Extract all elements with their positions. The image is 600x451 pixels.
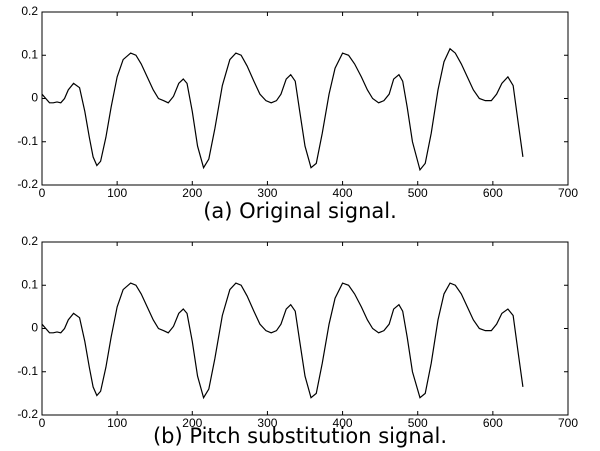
x-tick-label: 100 [107,416,127,430]
y-tick-label: 0.1 [21,277,38,291]
y-tick-label: 0.1 [21,47,38,61]
x-tick-label: 0 [39,186,46,200]
y-tick-label: -0.1 [17,134,38,148]
y-tick-label: 0.2 [21,4,38,18]
x-tick-label: 700 [558,186,578,200]
y-tick-label: -0.2 [17,177,38,191]
caption: (b) Pitch substitution signal. [153,424,447,448]
x-tick-label: 300 [257,186,277,200]
plot-frame [41,11,569,186]
x-tick-label: 100 [107,186,127,200]
x-tick-label: 400 [333,186,353,200]
x-tick-label: 600 [483,416,503,430]
signal-line [41,47,524,172]
y-tick-label: 0 [31,321,38,335]
x-tick-label: 200 [182,186,202,200]
x-tick-label: 400 [333,416,353,430]
y-tick-label: 0.2 [21,234,38,248]
x-tick-label: 500 [408,186,428,200]
y-tick-label: -0.2 [17,407,38,421]
x-tick-label: 600 [483,186,503,200]
y-tick-label: -0.1 [17,364,38,378]
x-tick-label: 200 [182,416,202,430]
signal-line [41,282,524,400]
x-tick-label: 500 [408,416,428,430]
caption: (a) Original signal. [203,199,397,223]
x-tick-label: 0 [39,416,46,430]
x-tick-label: 300 [257,416,277,430]
plot-frame [41,241,569,416]
y-tick-label: 0 [31,91,38,105]
x-tick-label: 700 [558,416,578,430]
